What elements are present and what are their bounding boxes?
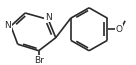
Text: Br: Br [34, 56, 44, 65]
Text: N: N [45, 13, 52, 22]
Text: O: O [115, 25, 123, 34]
Text: N: N [4, 22, 11, 30]
